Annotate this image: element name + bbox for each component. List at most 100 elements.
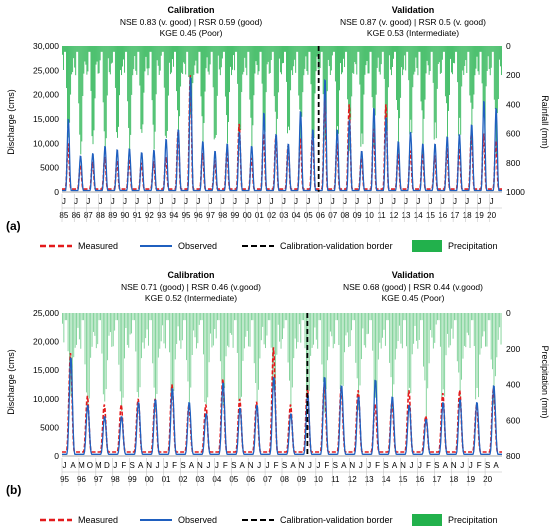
precip-bar <box>301 313 303 321</box>
precip-bar <box>282 46 283 64</box>
precip-bar <box>312 46 314 133</box>
precip-bar <box>430 46 432 52</box>
x-year-tick-label: 88 <box>96 211 105 220</box>
precip-bar <box>332 46 334 52</box>
y-tick-label: 5000 <box>40 422 59 432</box>
precip-bar <box>455 46 457 52</box>
precip-bar <box>490 313 492 360</box>
precip-bar <box>354 46 356 63</box>
precip-bar <box>469 46 471 96</box>
precip-bar <box>108 46 110 73</box>
precip-bar <box>373 313 375 405</box>
precip-bar <box>370 46 372 52</box>
precip-bar <box>246 313 248 331</box>
precip-bar <box>433 46 435 140</box>
precip-bar <box>306 46 308 72</box>
precip-bar <box>242 46 244 75</box>
precip-bar <box>248 46 250 52</box>
x-year-tick-label: 17 <box>432 475 441 484</box>
precip-bar <box>454 46 456 64</box>
precip-bar <box>418 313 420 340</box>
precip-bar <box>204 313 206 403</box>
x-month-tick-label: N <box>451 461 457 470</box>
precip-bar <box>115 46 117 133</box>
precip-bar <box>224 313 226 389</box>
precip-bar <box>118 46 119 127</box>
precip-bar <box>102 313 104 395</box>
precip-bar <box>482 46 484 138</box>
y-tick-label: 15,000 <box>33 114 59 124</box>
precip-bar <box>284 46 285 52</box>
precip-bar <box>191 313 193 355</box>
x-month-tick-label: A <box>493 461 499 470</box>
precip-bar <box>322 313 324 382</box>
precip-bar <box>102 46 104 103</box>
precip-bar <box>401 46 403 68</box>
precip-bar <box>461 313 463 380</box>
precip-bar <box>325 46 327 114</box>
precip-bar <box>393 313 395 385</box>
precip-bar <box>301 46 303 117</box>
precip-bar <box>101 313 103 354</box>
precip-bar <box>420 46 422 102</box>
precip-bar <box>353 313 355 321</box>
precip-bar <box>83 46 85 74</box>
precip-bar <box>409 46 411 135</box>
y2-tick-label: 200 <box>506 344 520 354</box>
x-month-tick-label: M <box>78 461 85 470</box>
precip-bar <box>81 46 83 142</box>
x-year-tick-label: 97 <box>94 475 103 484</box>
precip-bar <box>408 46 410 81</box>
precip-bar <box>327 46 329 60</box>
precip-bar <box>472 313 474 321</box>
precip-bar <box>259 46 261 52</box>
precip-bar <box>214 313 216 330</box>
precip-bar <box>157 46 159 66</box>
precip-bar <box>369 313 371 321</box>
precip-bar <box>478 46 480 75</box>
x-year-tick-label: 14 <box>414 211 423 220</box>
x-year-tick-label: 10 <box>314 475 323 484</box>
x-year-tick-label: 91 <box>133 211 142 220</box>
precip-bar <box>406 313 408 347</box>
precip-bar <box>310 46 312 85</box>
precip-bar <box>400 313 402 344</box>
precip-bar <box>64 313 66 321</box>
precip-bar <box>479 46 481 52</box>
precip-bar <box>451 46 452 73</box>
precip-bar <box>346 313 348 333</box>
precip-bar <box>158 46 160 75</box>
precip-bar <box>119 46 120 96</box>
precip-bar <box>497 313 499 340</box>
precip-bar <box>136 46 138 75</box>
precip-bar <box>105 313 107 390</box>
precip-bar <box>215 46 217 136</box>
x-month-tick-label: J <box>418 461 422 470</box>
x-month-tick-label: J <box>367 197 371 206</box>
x-month-tick-label: J <box>233 197 237 206</box>
precip-bar <box>174 46 175 52</box>
precip-bar <box>290 46 292 91</box>
precip-bar <box>77 46 79 52</box>
precip-bar <box>350 46 352 120</box>
precip-bar <box>458 46 460 136</box>
x-year-tick-label: 93 <box>157 211 166 220</box>
legend-border-label-a: Calibration-validation border <box>280 241 393 251</box>
precip-bar <box>389 313 391 363</box>
precip-bar <box>367 46 369 74</box>
precip-bar <box>378 46 380 72</box>
precip-bar <box>75 46 77 76</box>
x-month-tick-label: S <box>434 461 439 470</box>
y-tick-label: 30,000 <box>33 41 59 51</box>
x-month-tick-label: J <box>184 197 188 206</box>
precip-bar <box>411 46 413 133</box>
precip-bar <box>498 46 500 60</box>
precip-bar <box>222 313 224 406</box>
precip-bar <box>298 46 300 96</box>
precip-bar <box>358 46 360 52</box>
precip-bar <box>64 46 65 52</box>
precip-bar <box>222 46 224 52</box>
precip-bar <box>274 46 276 112</box>
x-year-tick-label: 07 <box>263 475 272 484</box>
precip-bar <box>335 46 337 137</box>
